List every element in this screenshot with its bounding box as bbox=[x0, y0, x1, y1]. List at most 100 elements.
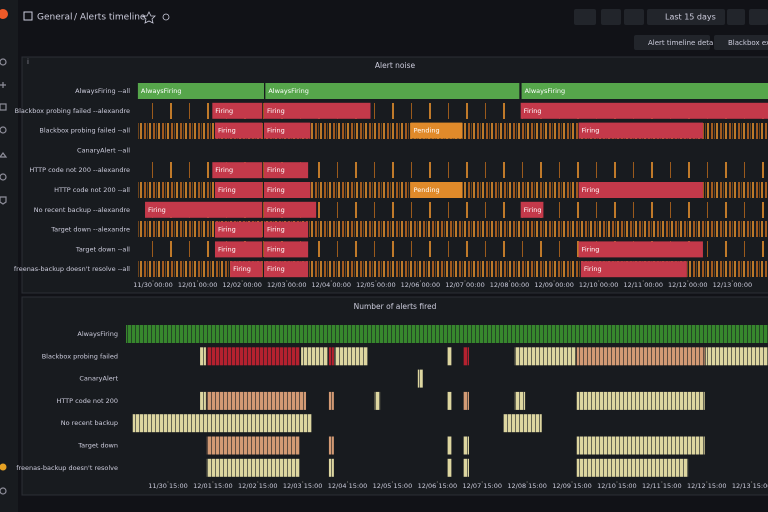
shield-icon[interactable] bbox=[0, 196, 7, 205]
state-label: Pending bbox=[414, 127, 440, 135]
state-segment bbox=[264, 221, 309, 238]
dashboards-icon[interactable] bbox=[0, 103, 7, 111]
state-label: Firing bbox=[524, 206, 542, 214]
state-label: Firing bbox=[267, 265, 285, 273]
x-tick-label: 11/30 00:00 bbox=[133, 281, 173, 289]
state-label: Firing bbox=[267, 186, 285, 194]
state-label: Firing bbox=[267, 107, 285, 115]
row-label: HTTP code not 200 --alexandre bbox=[29, 166, 130, 174]
save-button[interactable] bbox=[601, 9, 621, 25]
link-label[interactable]: Alert timeline detail bbox=[648, 39, 717, 47]
state-label: Firing bbox=[582, 186, 600, 194]
x-tick-label: 12/11 15:00 bbox=[642, 482, 682, 490]
user-avatar[interactable] bbox=[0, 463, 7, 471]
x-tick-label: 12/02 00:00 bbox=[222, 281, 262, 289]
state-segment bbox=[447, 391, 452, 410]
star-button[interactable] bbox=[142, 11, 156, 24]
state-label: Firing bbox=[267, 245, 285, 253]
state-label: Firing bbox=[267, 166, 285, 174]
zoom-out-button[interactable] bbox=[727, 9, 745, 25]
state-label: Firing bbox=[267, 226, 285, 234]
x-tick-label: 12/11 00:00 bbox=[623, 281, 663, 289]
share-button[interactable] bbox=[162, 13, 170, 21]
x-tick-label: 12/09 00:00 bbox=[534, 281, 574, 289]
x-tick-label: 12/01 00:00 bbox=[178, 281, 218, 289]
state-segment bbox=[514, 391, 526, 410]
state-segment bbox=[705, 347, 768, 366]
state-segment bbox=[214, 221, 263, 238]
state-label: Firing bbox=[218, 127, 236, 135]
explore-icon[interactable] bbox=[0, 126, 7, 134]
add-panel-button[interactable] bbox=[574, 9, 596, 25]
time-range[interactable]: Last 15 days bbox=[665, 13, 716, 22]
x-tick-label: 12/12 15:00 bbox=[687, 482, 727, 490]
x-tick-label: 12/05 00:00 bbox=[356, 281, 396, 289]
state-segment bbox=[230, 261, 263, 278]
state-segment bbox=[576, 458, 689, 477]
breadcrumb-folder[interactable]: General bbox=[37, 13, 72, 23]
state-segment bbox=[137, 83, 265, 99]
x-tick-label: 12/10 15:00 bbox=[597, 482, 637, 490]
state-segment bbox=[206, 391, 307, 410]
state-segment bbox=[576, 436, 705, 455]
state-segment bbox=[374, 391, 381, 410]
alerting-icon[interactable] bbox=[0, 152, 8, 158]
state-segment bbox=[214, 122, 263, 139]
state-segment bbox=[265, 83, 520, 99]
link-button[interactable] bbox=[714, 35, 768, 50]
state-label: Firing bbox=[215, 166, 233, 174]
state-segment bbox=[576, 391, 705, 410]
help-icon[interactable] bbox=[0, 487, 7, 495]
config-icon[interactable] bbox=[0, 173, 7, 181]
row-label: No recent backup --alexandre bbox=[34, 206, 130, 214]
settings-button[interactable] bbox=[624, 9, 644, 25]
state-segment bbox=[520, 201, 544, 218]
x-tick-label: 12/07 15:00 bbox=[462, 482, 502, 490]
search-icon[interactable] bbox=[0, 58, 7, 66]
panel-title: Alert noise bbox=[375, 61, 416, 70]
state-segment bbox=[580, 261, 687, 278]
x-tick-label: 12/02 15:00 bbox=[238, 482, 278, 490]
link-button[interactable] bbox=[634, 35, 710, 50]
x-tick-label: 12/08 15:00 bbox=[507, 482, 547, 490]
state-label: AlwaysFiring bbox=[525, 87, 566, 95]
state-segment bbox=[212, 102, 263, 119]
row-label: Target down --alexandre bbox=[50, 226, 130, 234]
x-tick-label: 12/04 00:00 bbox=[312, 281, 352, 289]
row-label: AlwaysFiring bbox=[77, 330, 118, 338]
x-tick-label: 12/06 15:00 bbox=[418, 482, 458, 490]
state-segment bbox=[212, 162, 263, 179]
state-label: Firing bbox=[524, 107, 542, 115]
state-segment bbox=[264, 241, 309, 258]
state-segment bbox=[264, 182, 311, 198]
time-picker[interactable] bbox=[647, 9, 725, 25]
state-segment bbox=[578, 241, 703, 258]
row-label: Target down bbox=[77, 442, 118, 450]
state-segment bbox=[334, 347, 368, 366]
state-segment bbox=[410, 182, 463, 198]
refresh-button[interactable] bbox=[749, 9, 768, 25]
x-tick-label: 12/06 00:00 bbox=[401, 281, 441, 289]
logo[interactable] bbox=[0, 9, 8, 19]
row-label: AlwaysFiring --all bbox=[75, 87, 130, 95]
state-label: Firing bbox=[215, 107, 233, 115]
state-label: Firing bbox=[267, 127, 285, 135]
create-icon[interactable] bbox=[0, 82, 6, 88]
x-tick-label: 12/13 15:00 bbox=[732, 482, 768, 490]
x-tick-label: 12/04 15:00 bbox=[328, 482, 368, 490]
x-tick-label: 12/08 00:00 bbox=[490, 281, 530, 289]
state-segment bbox=[410, 122, 463, 139]
state-segment bbox=[463, 391, 469, 410]
link-label[interactable]: Blackbox exp bbox=[728, 39, 768, 47]
x-tick-label: 12/09 15:00 bbox=[552, 482, 592, 490]
row-label: freenas-backup doesn't resolve --all bbox=[14, 265, 130, 273]
state-segment bbox=[503, 414, 542, 433]
x-tick-label: 11/30 15:00 bbox=[148, 482, 188, 490]
x-tick-label: 12/03 15:00 bbox=[283, 482, 323, 490]
apps-icon bbox=[23, 11, 33, 21]
state-segment bbox=[463, 436, 469, 455]
state-segment bbox=[200, 391, 206, 410]
x-tick-label: 12/05 15:00 bbox=[373, 482, 413, 490]
state-segment bbox=[328, 436, 334, 455]
